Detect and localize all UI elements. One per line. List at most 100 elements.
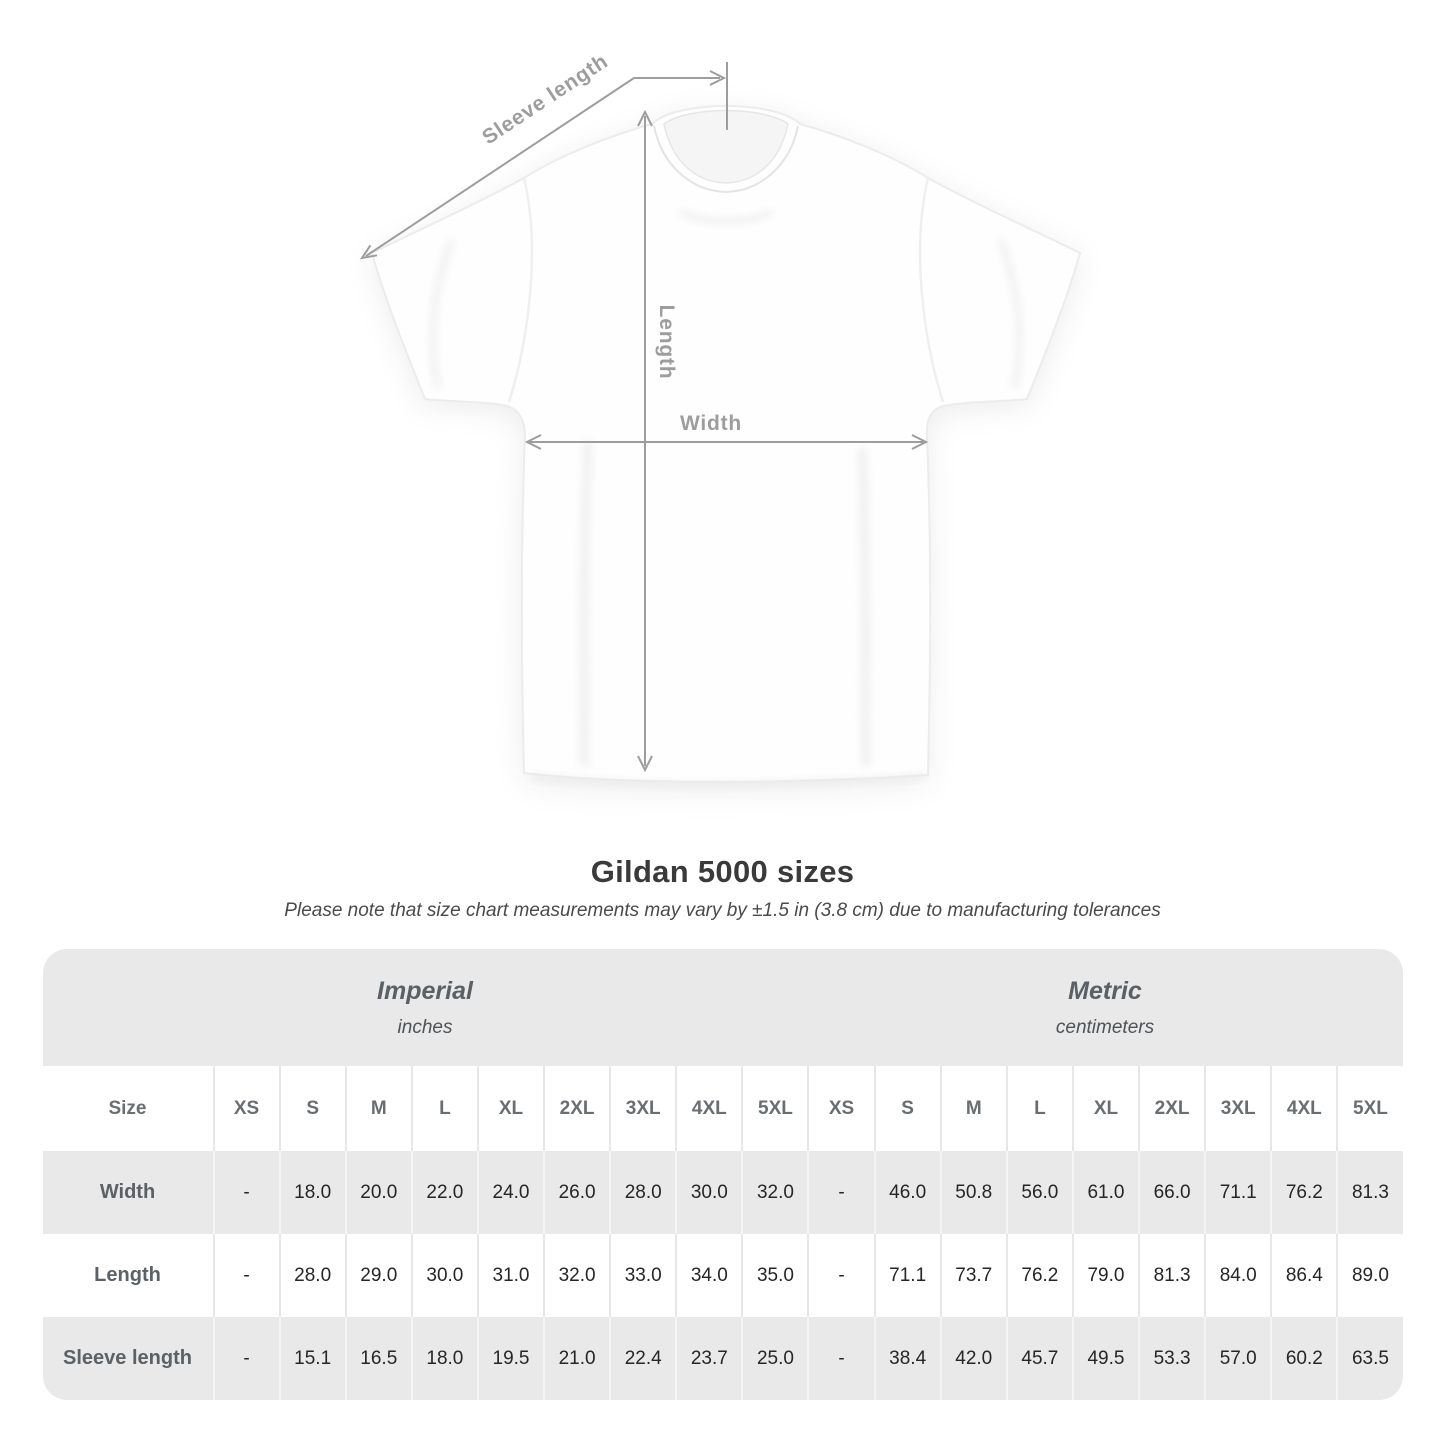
size-col-header: 5XL bbox=[1336, 1066, 1403, 1151]
width-label: Width bbox=[680, 412, 742, 435]
measurement-cell: 89.0 bbox=[1336, 1234, 1403, 1317]
measurement-row-label: Length bbox=[42, 1234, 213, 1317]
measurement-cell: 76.2 bbox=[1270, 1151, 1337, 1234]
left-armhole-seam bbox=[507, 177, 534, 403]
measurement-cell: 56.0 bbox=[1005, 1151, 1072, 1234]
measurement-cell: 86.4 bbox=[1270, 1234, 1337, 1317]
measurement-cell: 34.0 bbox=[675, 1234, 742, 1317]
measurement-cell: 79.0 bbox=[1071, 1234, 1139, 1317]
size-col-header: 4XL bbox=[675, 1066, 742, 1151]
size-col-header: XL bbox=[476, 1066, 544, 1151]
measurement-cell: - bbox=[212, 1234, 279, 1317]
measurement-cell: 30.0 bbox=[410, 1234, 477, 1317]
tshirt-figure: Sleeve length Length Width bbox=[359, 50, 1082, 787]
unit-header-row: Imperial inches Metric centimeters bbox=[42, 949, 1403, 1066]
measurement-row: Length -28.0 29.0 30.0 31.0 32.0 33.0 34.0 35.0-… bbox=[42, 1234, 1403, 1317]
measurement-cell: 18.0 bbox=[278, 1151, 345, 1234]
measurement-cell: 81.3 bbox=[1336, 1151, 1403, 1234]
size-col-header: M bbox=[939, 1066, 1006, 1151]
measurement-cell: 50.8 bbox=[939, 1151, 1006, 1234]
right-armhole-seam bbox=[918, 177, 945, 403]
tshirt-graphic bbox=[370, 105, 1082, 787]
sleeve-length-label: Sleeve length bbox=[478, 50, 612, 150]
metric-unit: centimeters bbox=[1055, 1016, 1155, 1038]
measurement-cell: 30.0 bbox=[675, 1151, 742, 1234]
measurement-cell: - bbox=[807, 1151, 874, 1234]
measurement-cell: 35.0 bbox=[741, 1234, 808, 1317]
size-col-header: M bbox=[344, 1066, 411, 1151]
measurement-cell: 71.1 bbox=[1204, 1151, 1271, 1234]
measurement-cell: 61.0 bbox=[1071, 1151, 1139, 1234]
measurement-cell: 84.0 bbox=[1204, 1234, 1271, 1317]
measurement-cell: 23.7 bbox=[675, 1317, 742, 1400]
measurement-cell: - bbox=[807, 1317, 874, 1400]
size-col-header: 3XL bbox=[609, 1066, 676, 1151]
measurement-cell: 28.0 bbox=[609, 1151, 676, 1234]
tshirt-body bbox=[370, 105, 1082, 783]
measurement-row: Sleeve length -15.1 16.5 18.0 19.5 21.0 22.4 23… bbox=[42, 1317, 1403, 1400]
tshirt-shading bbox=[429, 208, 1023, 787]
measurement-cell: 21.0 bbox=[543, 1317, 610, 1400]
measurement-cell: 16.5 bbox=[344, 1317, 411, 1400]
measurement-cell: 73.7 bbox=[939, 1234, 1006, 1317]
measurement-cell: 66.0 bbox=[1138, 1151, 1205, 1234]
size-table-body: Width -18.0 20.0 22.0 24.0 26.0 28.0 30.0 32.0-4… bbox=[42, 1151, 1403, 1400]
size-col-header: L bbox=[410, 1066, 477, 1151]
measurement-cell: 60.2 bbox=[1270, 1317, 1337, 1400]
measurement-cell: 15.1 bbox=[278, 1317, 345, 1400]
size-col-header: 3XL bbox=[1204, 1066, 1271, 1151]
measurement-cell: 81.3 bbox=[1138, 1234, 1205, 1317]
measurement-row-label: Width bbox=[42, 1151, 213, 1234]
imperial-unit: inches bbox=[397, 1016, 453, 1038]
tolerance-note: Please note that size chart measurements… bbox=[284, 900, 1161, 921]
metric-section-header: Metric centimeters bbox=[807, 949, 1403, 1066]
length-label: Length bbox=[655, 305, 678, 380]
imperial-title: Imperial bbox=[377, 976, 473, 1005]
size-column-header: Size bbox=[42, 1066, 213, 1151]
collar-opening bbox=[663, 109, 789, 184]
measurement-cell: 29.0 bbox=[344, 1234, 411, 1317]
size-col-header: 4XL bbox=[1270, 1066, 1337, 1151]
measurement-cell: 20.0 bbox=[344, 1151, 411, 1234]
imperial-section-header: Imperial inches bbox=[42, 949, 808, 1066]
measurement-row-label: Sleeve length bbox=[42, 1317, 213, 1400]
heading-block: Gildan 5000 sizes Please note that size … bbox=[0, 854, 1445, 922]
measurement-cell: 26.0 bbox=[543, 1151, 610, 1234]
measurement-cell: 76.2 bbox=[1005, 1234, 1072, 1317]
size-col-header: XS bbox=[212, 1066, 279, 1151]
measurement-cell: - bbox=[212, 1317, 279, 1400]
dimension-annotations: Sleeve length Length Width bbox=[359, 50, 929, 773]
measurement-cell: 19.5 bbox=[476, 1317, 544, 1400]
measurement-cell: 18.0 bbox=[410, 1317, 477, 1400]
measurement-cell: 24.0 bbox=[476, 1151, 544, 1234]
page-title: Gildan 5000 sizes bbox=[590, 854, 855, 889]
measurement-cell: 46.0 bbox=[873, 1151, 940, 1234]
measurement-cell: 49.5 bbox=[1071, 1317, 1139, 1400]
measurement-cell: 53.3 bbox=[1138, 1317, 1205, 1400]
measurement-cell: 32.0 bbox=[543, 1234, 610, 1317]
measurement-cell: 32.0 bbox=[741, 1151, 808, 1234]
measurement-cell: 25.0 bbox=[741, 1317, 808, 1400]
collar-seam bbox=[653, 125, 799, 194]
size-col-header: XS bbox=[807, 1066, 874, 1151]
measurement-cell: 22.0 bbox=[410, 1151, 477, 1234]
measurement-cell: 38.4 bbox=[873, 1317, 940, 1400]
size-col-header: 5XL bbox=[741, 1066, 808, 1151]
measurement-cell: 33.0 bbox=[609, 1234, 676, 1317]
metric-title: Metric bbox=[1068, 976, 1142, 1005]
size-col-header: 2XL bbox=[543, 1066, 610, 1151]
size-col-header: 2XL bbox=[1138, 1066, 1205, 1151]
measurement-cell: - bbox=[807, 1234, 874, 1317]
size-table: Imperial inches Metric centimeters Size … bbox=[42, 949, 1403, 1400]
measurement-cell: - bbox=[212, 1151, 279, 1234]
measurement-cell: 57.0 bbox=[1204, 1317, 1271, 1400]
measurement-cell: 22.4 bbox=[609, 1317, 676, 1400]
size-col-header: S bbox=[278, 1066, 345, 1151]
size-col-header: XL bbox=[1071, 1066, 1139, 1151]
tshirt-diagram-svg: Sleeve length Length Width bbox=[359, 50, 1082, 787]
width-dimension: Width bbox=[524, 412, 929, 450]
size-col-header: S bbox=[873, 1066, 940, 1151]
measurement-cell: 71.1 bbox=[873, 1234, 940, 1317]
measurement-cell: 42.0 bbox=[939, 1317, 1006, 1400]
